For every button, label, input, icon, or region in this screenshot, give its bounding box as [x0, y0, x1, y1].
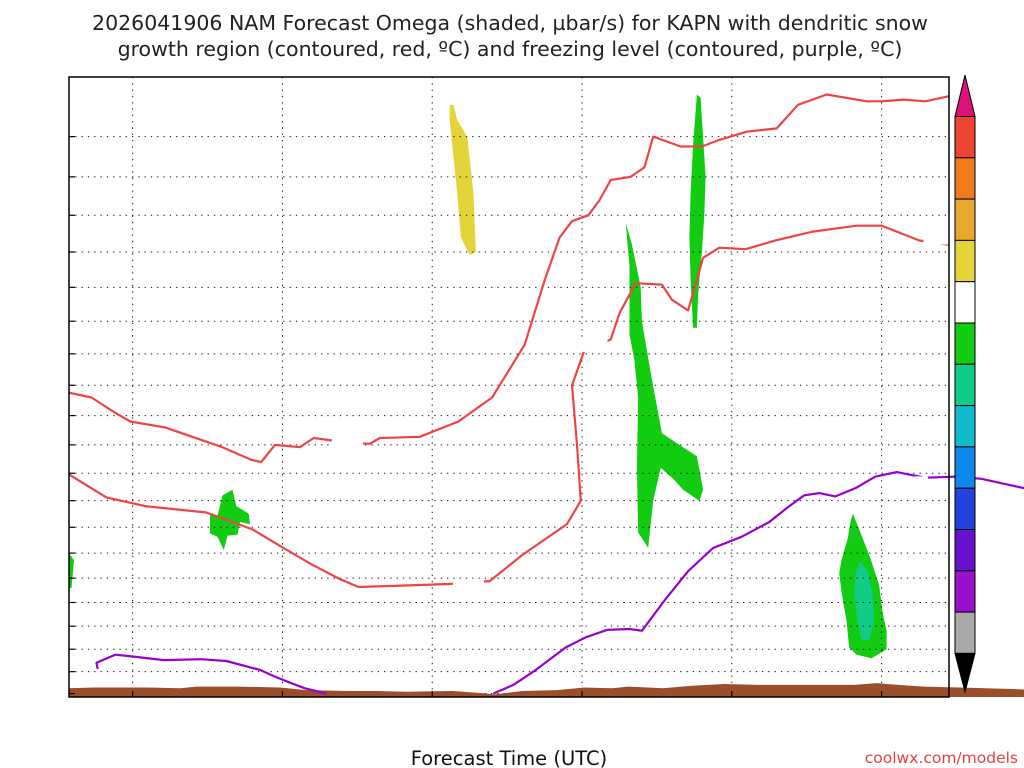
colorbar-swatch-12 — [954, 570, 976, 613]
contour-label-bg-5 — [586, 613, 600, 629]
chart-title-line-1: 2026041906 NAM Forecast Omega (shaded, µ… — [92, 11, 928, 35]
x-axis — [132, 691, 883, 697]
colorbar-swatch-8 — [954, 405, 976, 448]
y-axis — [69, 136, 75, 695]
plot-background — [69, 77, 949, 697]
contour-label-bg-0 — [331, 434, 363, 450]
colorbar-swatch-11 — [954, 529, 976, 572]
colorbar-swatch-2 — [954, 157, 976, 200]
colorbar-swatch-4 — [954, 239, 976, 283]
gridlines — [69, 77, 949, 697]
terrain-layer — [69, 683, 1024, 697]
terrain-fill — [69, 683, 1024, 697]
contour-labels — [331, 162, 955, 629]
colorbar-swatch-13 — [954, 611, 976, 654]
contour-line-0 — [68, 93, 950, 464]
colorbar — [954, 74, 976, 694]
contour-line-1 — [68, 224, 950, 589]
colorbar-swatch-3 — [954, 198, 976, 241]
contour-label-bg-3 — [452, 578, 484, 594]
chart-title-line-2: growth region (contoured, red, ºC) and f… — [118, 37, 903, 61]
contour-label-bg-4 — [923, 229, 955, 245]
omega-shade-region-2 — [625, 222, 704, 548]
colorbar-swatch-1 — [954, 116, 976, 159]
colorbar-swatch-5 — [954, 281, 976, 324]
plot-area — [68, 76, 1024, 698]
colorbar-top-arrow — [954, 74, 976, 117]
credit-text: coolwx.com/models — [865, 749, 1018, 767]
contour-label-bg-1 — [587, 162, 619, 178]
omega-shade-region-1 — [689, 94, 706, 328]
plot-frame — [68, 76, 950, 698]
colorbar-swatch-10 — [954, 487, 976, 531]
colorbar-bottom-arrow — [954, 652, 976, 694]
colorbar-swatch-7 — [954, 363, 976, 407]
contour-line-2 — [95, 653, 327, 695]
colorbar-swatch-9 — [954, 446, 976, 489]
omega-shading — [69, 94, 887, 659]
contour-label-bg-6 — [915, 476, 929, 492]
omega-shade-region-0 — [449, 104, 476, 255]
omega-shade-region-4 — [69, 553, 74, 588]
contour-label-bg-2 — [576, 336, 608, 352]
colorbar-swatch-6 — [954, 322, 976, 365]
omega-shade-region-3 — [210, 489, 250, 550]
omega-shade-region-6 — [854, 561, 875, 641]
x-axis-label: Forecast Time (UTC) — [411, 747, 608, 768]
